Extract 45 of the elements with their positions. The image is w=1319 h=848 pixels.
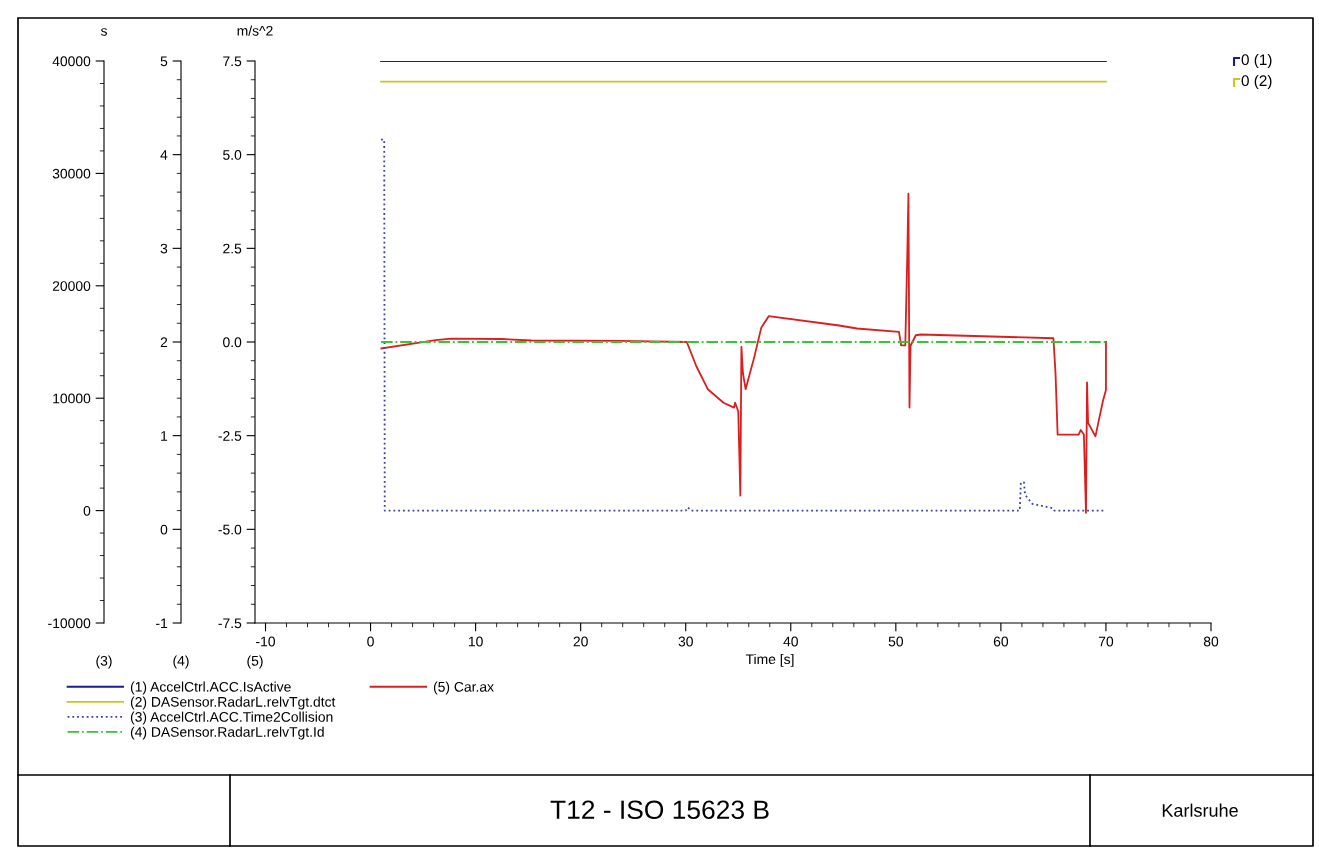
text: (4)	[173, 655, 189, 669]
y2-tick-label: 40000	[52, 56, 91, 67]
y3-tick-label: 2	[160, 337, 168, 348]
y-tick-label: -5.0	[218, 524, 242, 535]
y3-tick-label: 1	[161, 431, 168, 441]
y-tick-label: 0.0	[223, 337, 242, 348]
x-tick-label: 40	[783, 636, 798, 647]
x-tick-label: 10	[468, 636, 483, 647]
legend-label: (2) DASensor.RadarL.relvTgt.dtct	[130, 696, 336, 710]
y2-tick-label: 0	[83, 505, 91, 516]
y2-tick-label: 30000	[52, 168, 91, 179]
y3-tick-label: 4	[160, 150, 168, 160]
y-tick-label: 2.5	[223, 243, 242, 254]
y2-tick-label: 10000	[53, 393, 91, 404]
y3-tick-label: 0	[160, 524, 168, 535]
legend-label: (3) AccelCtrl.ACC.Time2Collision	[130, 711, 333, 725]
legend-label: (1) AccelCtrl.ACC.IsActive	[130, 681, 291, 695]
x-tick-label: 80	[1203, 636, 1219, 647]
y2-tick-label: -10000	[48, 618, 91, 629]
x-tick-label: 70	[1098, 636, 1114, 647]
y2-axis-title: s	[100, 28, 107, 36]
text: (3)	[96, 655, 112, 669]
x-tick-label: 20	[573, 636, 588, 647]
y-tick-label: 5.0	[223, 150, 242, 160]
y2-tick-label: 20000	[52, 281, 91, 291]
text: (5)	[247, 655, 263, 669]
y-axis-title: m/s^2	[237, 25, 273, 36]
x-tick-label: 60	[993, 636, 1009, 647]
y3-tick-label: 5	[160, 56, 168, 67]
x-tick-label: -10	[256, 636, 275, 647]
x-axis-title: Time [s]	[745, 653, 794, 667]
x-tick-label: 50	[888, 636, 904, 647]
legend-label: (5) Car.ax	[433, 681, 494, 695]
text: Karlsruhe	[1162, 803, 1238, 817]
legend-label: (4) DASensor.RadarL.relvTgt.Id	[130, 726, 324, 740]
text: 0 (1)	[1241, 53, 1272, 69]
x-tick-label: 30	[678, 636, 693, 647]
y-tick-label: -7.5	[218, 618, 242, 629]
y-tick-label: 7.5	[223, 56, 242, 67]
y-tick-label: -2.5	[218, 431, 242, 441]
text: 0 (2)	[1241, 74, 1272, 90]
y3-tick-label: 3	[160, 243, 168, 254]
y3-tick-label: -1	[156, 618, 168, 629]
text: T12 - ISO 15623 B	[550, 800, 769, 820]
x-tick-label: 0	[367, 636, 374, 647]
